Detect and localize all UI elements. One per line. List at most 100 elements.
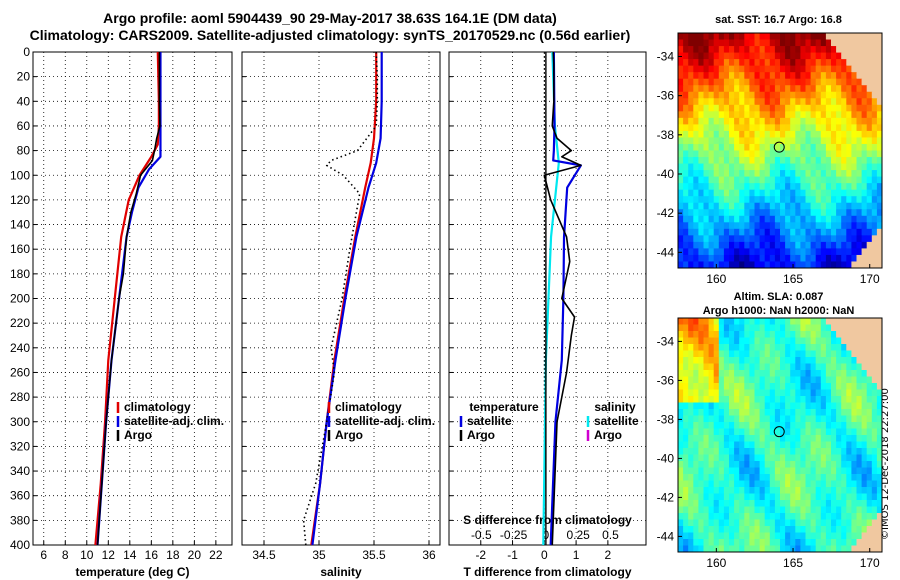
map-cell (769, 117, 776, 125)
map-cell (805, 163, 812, 171)
map-cell (790, 357, 796, 364)
map-cell (800, 493, 806, 501)
map-cell (841, 409, 847, 416)
map-cell (861, 228, 868, 236)
map-cell (785, 357, 791, 364)
map-cell (876, 409, 883, 416)
map-cell (805, 422, 812, 429)
map-cell (734, 39, 740, 47)
map-cell (825, 318, 832, 325)
map-cell (836, 526, 842, 533)
map-cell (703, 98, 710, 106)
map-cell (790, 215, 796, 223)
map-cell (785, 39, 791, 47)
map-cell (861, 448, 868, 455)
map-cell (703, 389, 710, 397)
map-cell (744, 506, 750, 514)
map-cell (851, 117, 857, 125)
map-cell (774, 350, 781, 358)
map-cell (688, 170, 694, 178)
map-cell (729, 209, 735, 217)
map-cell (698, 137, 704, 145)
map-cell (774, 209, 781, 217)
map-cell (866, 389, 873, 397)
map-cell (805, 318, 812, 325)
map-cell (815, 228, 822, 236)
map-cell (703, 539, 710, 546)
map-cell (831, 235, 837, 243)
map-cell (790, 157, 796, 165)
map-cell (795, 493, 801, 501)
map-cell (683, 324, 689, 332)
map-cell (708, 474, 715, 481)
map-cell (713, 480, 720, 488)
map-cell (871, 170, 878, 178)
map-cell (703, 493, 710, 501)
map-cell (790, 467, 796, 475)
map-cell (744, 241, 750, 249)
map-cell (734, 104, 740, 112)
map-cell (729, 46, 735, 54)
map-cell (774, 513, 781, 520)
map-cell (861, 526, 868, 533)
map-cell (820, 254, 827, 262)
map-cell (805, 235, 812, 243)
map-cell (683, 52, 689, 60)
map-cell (841, 467, 847, 475)
map-cell (866, 337, 873, 345)
map-cell (841, 500, 847, 507)
x-axis-label: temperature (deg C) (75, 565, 189, 579)
map-cell (825, 545, 832, 553)
depth-tick-label: 160 (10, 242, 30, 256)
map-cell (815, 163, 822, 171)
map-cell (861, 350, 868, 358)
map-cell (866, 130, 873, 138)
map-cell (836, 222, 842, 230)
map-cell (754, 389, 761, 397)
map-cell (866, 222, 873, 230)
map-cell (688, 480, 694, 488)
map-cell (831, 241, 837, 249)
map-cell (703, 474, 710, 481)
x-tick-label: 2 (605, 548, 612, 562)
map-cell (718, 402, 725, 410)
map-cell (759, 117, 766, 125)
plot-title-line1: Argo profile: aoml 5904439_90 29-May-201… (103, 10, 557, 26)
map-cell (713, 91, 720, 99)
map-cell (744, 183, 750, 191)
map-cell (856, 196, 863, 204)
map-cell (846, 370, 852, 377)
map-cell (851, 124, 857, 132)
map-cell (851, 435, 857, 442)
map-cell (820, 91, 827, 99)
map-cell (774, 435, 781, 442)
map-cell (723, 454, 730, 462)
map-cell (693, 480, 699, 488)
map-cell (688, 324, 694, 332)
map-cell (708, 461, 715, 468)
map-cell (764, 396, 771, 403)
map-cell (739, 383, 745, 390)
map-cell (831, 170, 837, 178)
map-cell (831, 176, 837, 184)
map-cell (861, 72, 868, 80)
map-cell (693, 389, 699, 397)
sst-map (677, 32, 883, 269)
map-cell (861, 33, 868, 41)
map-cell (831, 78, 837, 86)
map-cell (861, 532, 868, 540)
map-cell (688, 539, 694, 546)
map-cell (698, 493, 704, 501)
map-cell (683, 539, 689, 546)
map-cell (795, 111, 801, 119)
map-cell (754, 402, 761, 410)
map-cell (759, 52, 766, 60)
map-cell (815, 52, 822, 60)
map-cell (780, 261, 786, 269)
map-cell (698, 363, 704, 371)
map-cell (800, 526, 806, 533)
map-cell (759, 539, 766, 546)
map-cell (825, 117, 832, 125)
map-cell (836, 480, 842, 488)
map-cell (759, 189, 766, 197)
